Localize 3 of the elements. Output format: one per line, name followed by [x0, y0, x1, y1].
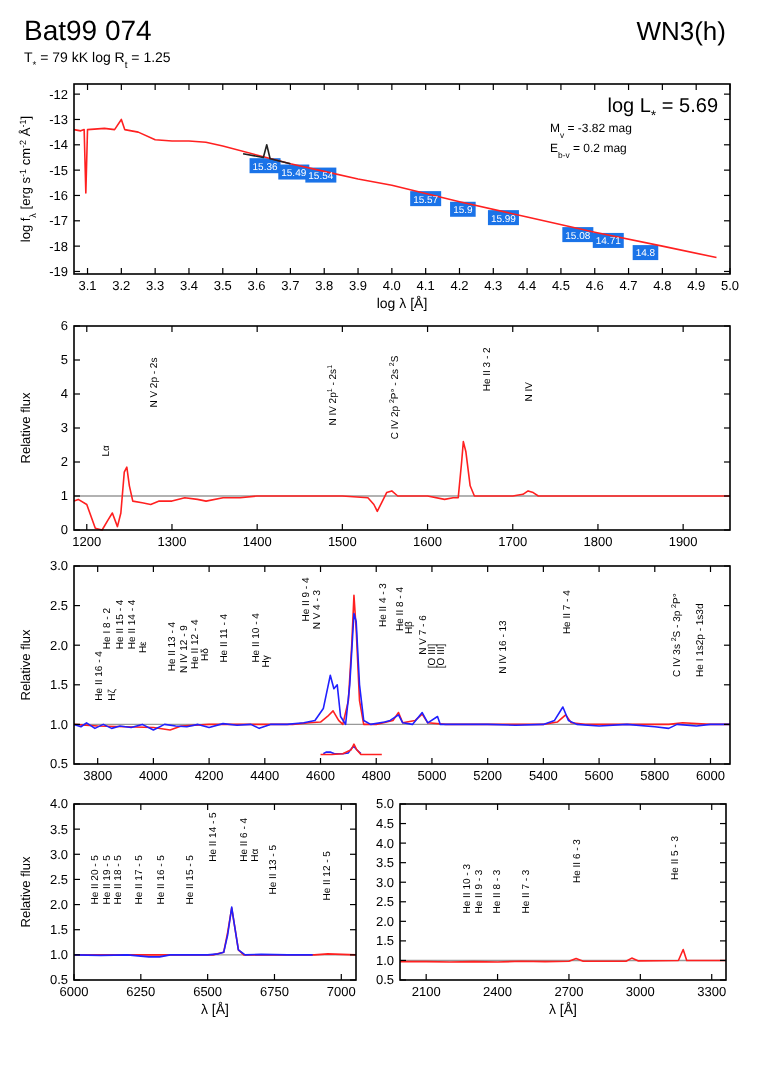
chart-title: Bat99 074	[24, 14, 153, 46]
text: WN3(h)	[636, 16, 726, 46]
annotation: log L$_{*}$ = 5.69	[607, 96, 719, 123]
